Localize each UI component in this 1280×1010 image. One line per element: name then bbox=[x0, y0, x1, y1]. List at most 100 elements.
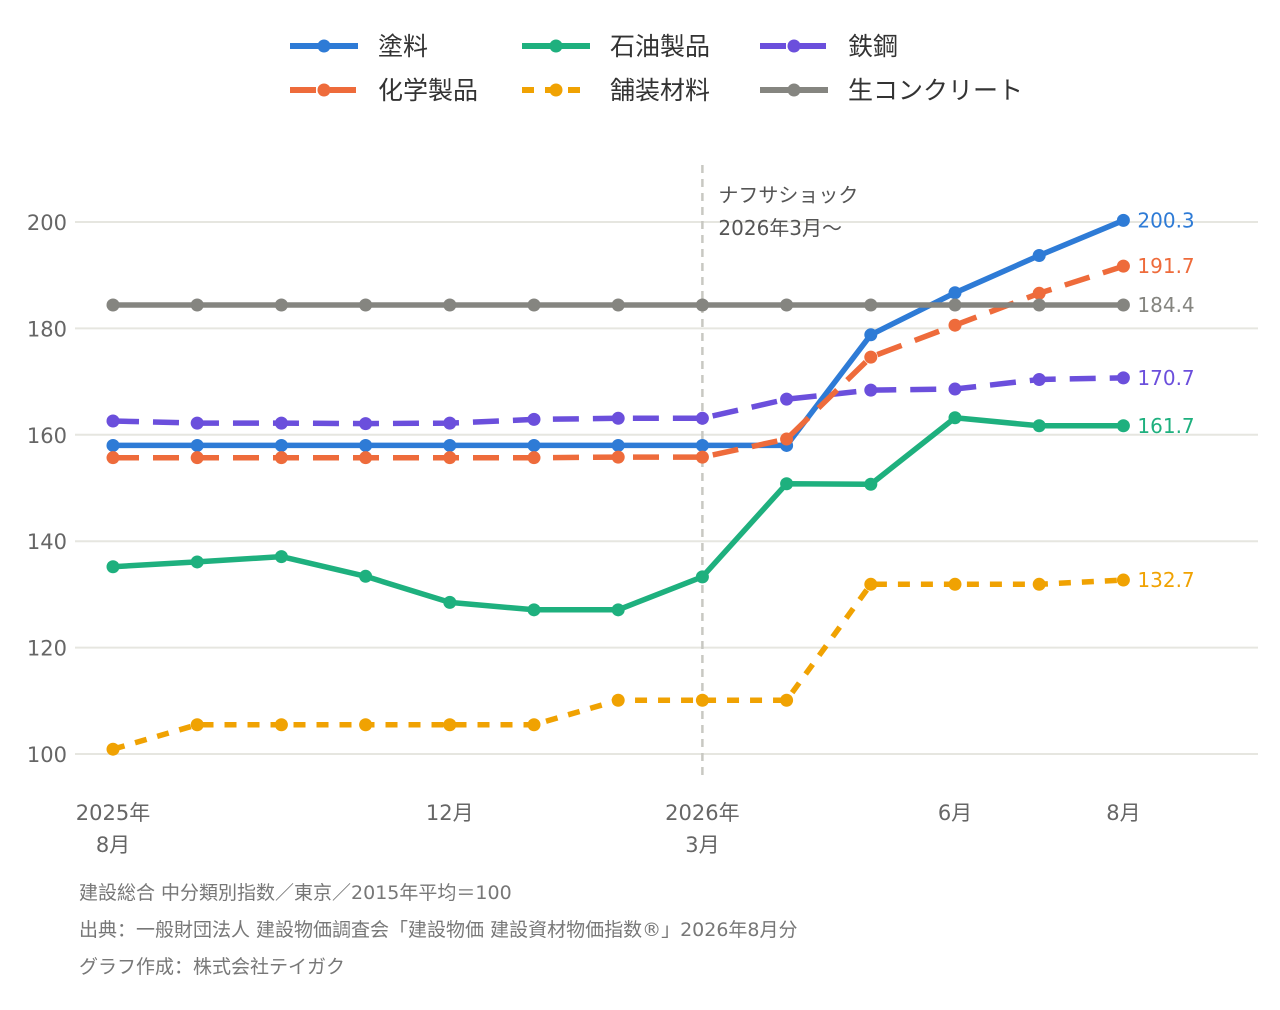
data-point bbox=[274, 438, 288, 452]
data-point bbox=[611, 438, 625, 452]
data-point bbox=[527, 412, 541, 426]
series-塗料 bbox=[106, 213, 1130, 452]
data-point bbox=[948, 382, 962, 396]
legend-marker bbox=[787, 83, 801, 97]
data-point bbox=[106, 298, 120, 312]
end-label: 184.4 bbox=[1137, 293, 1194, 317]
x-tick-label: 2025年 8月 bbox=[76, 801, 150, 857]
data-point bbox=[1032, 419, 1046, 433]
legend-item: 塗料 bbox=[290, 32, 428, 61]
y-tick-label: 100 bbox=[27, 743, 67, 767]
x-tick-label: 6月 bbox=[938, 801, 972, 825]
y-tick-label: 120 bbox=[27, 637, 67, 661]
data-point bbox=[190, 451, 204, 465]
data-point bbox=[611, 298, 625, 312]
data-point bbox=[695, 411, 709, 425]
data-point bbox=[274, 298, 288, 312]
data-point bbox=[1116, 298, 1130, 312]
data-point bbox=[611, 693, 625, 707]
end-label: 191.7 bbox=[1137, 254, 1194, 278]
legend-item: 化学製品 bbox=[290, 76, 478, 105]
legend-label: 塗料 bbox=[378, 32, 428, 61]
data-point bbox=[780, 693, 794, 707]
data-point bbox=[527, 298, 541, 312]
data-point bbox=[443, 298, 457, 312]
data-point bbox=[106, 742, 120, 756]
data-point bbox=[359, 451, 373, 465]
legend-item: 生コンクリート bbox=[760, 76, 1023, 105]
data-point bbox=[274, 451, 288, 465]
y-axis: 100 120 140 160 180 200 bbox=[27, 211, 67, 767]
legend-label: 生コンクリート bbox=[848, 76, 1023, 105]
end-label: 132.7 bbox=[1137, 568, 1194, 592]
data-point bbox=[948, 318, 962, 332]
legend-item: 石油製品 bbox=[522, 32, 710, 61]
data-point bbox=[864, 298, 878, 312]
data-point bbox=[1116, 419, 1130, 433]
series bbox=[106, 213, 1130, 756]
data-point bbox=[443, 595, 457, 609]
x-axis: 2025年 8月 12月 2026年 3月 6月 8月 bbox=[76, 801, 1141, 857]
footnote-credit: グラフ作成：株式会社テイガク bbox=[79, 956, 346, 978]
data-point bbox=[443, 416, 457, 430]
end-label: 170.7 bbox=[1137, 366, 1194, 390]
data-point bbox=[864, 328, 878, 342]
data-point bbox=[443, 451, 457, 465]
end-label: 161.7 bbox=[1137, 414, 1194, 438]
y-tick-label: 160 bbox=[27, 424, 67, 448]
grid bbox=[75, 221, 1258, 755]
data-point bbox=[527, 438, 541, 452]
data-point bbox=[274, 416, 288, 430]
annotation-title: ナフサショック bbox=[718, 183, 858, 207]
data-point bbox=[948, 298, 962, 312]
legend-label: 鉄鋼 bbox=[848, 32, 898, 61]
data-point bbox=[864, 477, 878, 491]
legend-marker bbox=[317, 39, 331, 53]
x-tick-label: 8月 bbox=[1106, 801, 1140, 825]
data-point bbox=[443, 718, 457, 732]
data-point bbox=[695, 450, 709, 464]
legend-item: 鉄鋼 bbox=[760, 32, 898, 61]
x-tick-label: 2026年 3月 bbox=[665, 801, 739, 857]
annotation-date: 2026年3月〜 bbox=[718, 216, 842, 240]
y-tick-label: 180 bbox=[27, 317, 67, 341]
data-point bbox=[864, 577, 878, 591]
data-point bbox=[106, 414, 120, 428]
data-point bbox=[1032, 577, 1046, 591]
data-point bbox=[948, 411, 962, 425]
series-石油製品 bbox=[106, 411, 1130, 617]
data-point bbox=[780, 298, 794, 312]
series-化学製品 bbox=[106, 259, 1130, 465]
data-point bbox=[780, 432, 794, 446]
end-labels: 200.3 161.7 170.7 191.7 132.7 184.4 bbox=[1137, 208, 1194, 592]
data-point bbox=[190, 438, 204, 452]
data-point bbox=[359, 298, 373, 312]
y-tick-label: 140 bbox=[27, 530, 67, 554]
data-point bbox=[611, 603, 625, 617]
data-point bbox=[611, 411, 625, 425]
legend-label: 化学製品 bbox=[378, 76, 478, 105]
data-point bbox=[780, 477, 794, 491]
footnote-source: 出典：一般財団法人 建設物価調査会「建設物価 建設資材物価指数®」2026年8月… bbox=[79, 919, 798, 941]
data-point bbox=[106, 451, 120, 465]
data-point bbox=[1116, 371, 1130, 385]
data-point bbox=[1116, 573, 1130, 587]
data-point bbox=[190, 718, 204, 732]
series-鉄鋼 bbox=[106, 371, 1130, 431]
legend-label: 石油製品 bbox=[610, 32, 710, 61]
annotation: ナフサショック 2026年3月〜 bbox=[701, 165, 858, 780]
data-point bbox=[527, 603, 541, 617]
series-生コンクリート bbox=[106, 298, 1130, 312]
data-point bbox=[190, 555, 204, 569]
legend-item: 舗装材料 bbox=[522, 76, 710, 105]
data-point bbox=[106, 438, 120, 452]
data-point bbox=[948, 286, 962, 300]
data-point bbox=[190, 298, 204, 312]
series-舗装材料 bbox=[106, 573, 1130, 756]
data-point bbox=[1116, 259, 1130, 273]
footnote-basis: 建設総合 中分類別指数／東京／2015年平均＝100 bbox=[79, 882, 512, 904]
data-point bbox=[527, 718, 541, 732]
series-line bbox=[113, 263, 1125, 461]
